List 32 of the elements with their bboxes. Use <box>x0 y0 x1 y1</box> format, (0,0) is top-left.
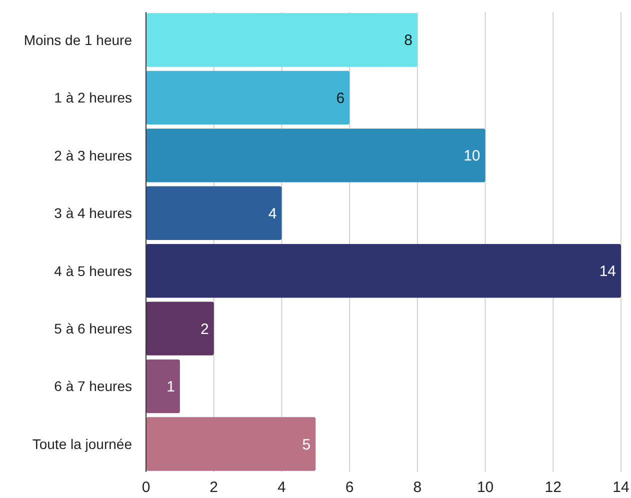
data-label: 1 <box>166 378 175 396</box>
bar <box>146 417 316 471</box>
data-label: 10 <box>464 148 480 165</box>
y-tick-label: 3 à 4 heures <box>54 205 132 222</box>
y-tick-label: 6 à 7 heures <box>54 378 132 394</box>
y-tick-label: 4 à 5 heures <box>54 262 132 279</box>
y-tick-label: Moins de 1 heure <box>24 32 132 48</box>
bar <box>146 244 621 298</box>
bar <box>146 128 486 182</box>
y-tick-label: Toute la journée <box>32 436 132 452</box>
data-label: 4 <box>268 205 277 222</box>
data-label: 2 <box>200 320 209 338</box>
y-tick-label: 2 à 3 heures <box>54 147 132 164</box>
x-tick-label: 6 <box>345 479 354 496</box>
x-tick-label: 2 <box>210 479 218 496</box>
x-tick-label: 14 <box>612 479 630 496</box>
bar <box>146 13 418 67</box>
x-tick-label: 12 <box>544 479 562 496</box>
bar <box>146 70 350 125</box>
bar <box>146 302 214 356</box>
y-tick-label: 5 à 6 heures <box>54 320 132 336</box>
bar <box>146 359 180 414</box>
bar <box>146 186 282 240</box>
data-label: 5 <box>302 436 311 454</box>
x-tick-label: 0 <box>142 479 150 496</box>
x-tick-label: 4 <box>278 479 286 496</box>
y-tick-label: 1 à 2 heures <box>54 90 132 106</box>
data-label: 8 <box>404 32 412 50</box>
x-tick-label: 10 <box>476 479 494 496</box>
x-tick-label: 8 <box>413 479 422 496</box>
data-label: 14 <box>599 263 616 280</box>
data-label: 6 <box>336 90 345 107</box>
